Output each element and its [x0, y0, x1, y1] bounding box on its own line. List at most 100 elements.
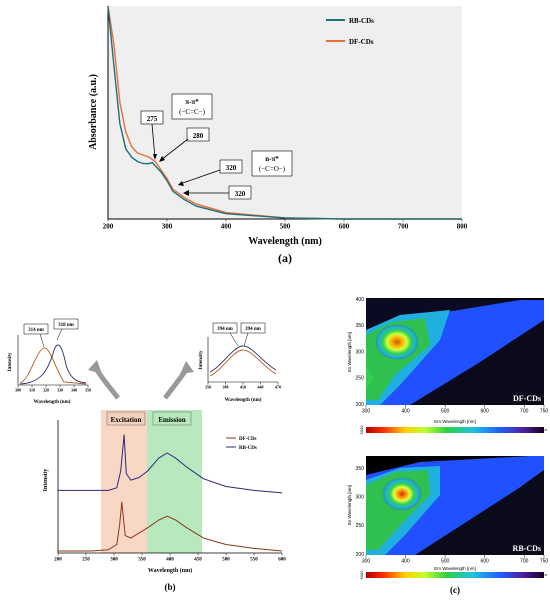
- map-rb-x-tick-label-3: 600: [480, 559, 489, 565]
- annot-arrow-320a: [178, 181, 184, 186]
- map-df-colorbar-min: 0: [543, 428, 548, 431]
- map-df-colorbar: [366, 427, 544, 433]
- inset-right-x-ticks: 350 380 410 440 470: [205, 382, 281, 390]
- map-df-y-tick-label-1: 350: [356, 323, 365, 329]
- panel-b-x-tick-label-3: 350: [138, 558, 146, 563]
- annot-pi-line2: (−C=C−): [179, 108, 206, 116]
- panel-a-series: [107, 5, 462, 220]
- panel-b-x-tick-label-5: 450: [194, 558, 202, 563]
- annot-leader-280: [160, 138, 189, 161]
- panel-a-x-tick-label-6: 800: [457, 223, 468, 231]
- map-df-x-ticks: 300 400 500 600 700 750: [362, 405, 549, 415]
- inset-right: 350 380 410 440 470 394 nm 394 nm Wavelength…: [199, 322, 281, 403]
- map-df-x-tick-label-0: 300: [362, 409, 371, 415]
- panel-b-xlabel: Wavelength (nm): [148, 567, 192, 574]
- inset-left-leader-314: [39, 333, 45, 348]
- map-rb-x-tick-label-0: 300: [362, 559, 371, 565]
- inset-right-ylabel: Intensity: [199, 350, 204, 369]
- panel-a-annotations: 275 280 320 320 π-π* (−C=C−) n-π* (−C=O−…: [140, 93, 293, 200]
- contour-map-rb: RB-CDs 300 400 500 600 700 750 350 300 250 200 E…: [347, 456, 548, 579]
- map-df-y-tick-label-3: 250: [356, 376, 365, 382]
- map-df-x-tick-label-2: 500: [441, 409, 450, 415]
- contour-map-df: DF-CDs 300 400 500 600 700 750 400 350 300 250 20…: [347, 297, 548, 435]
- map-df-x-tick-label-5: 750: [540, 409, 549, 415]
- map-df-x-tick-label-3: 600: [480, 409, 489, 415]
- panel-a-x-tick-label-3: 500: [280, 223, 291, 231]
- map-rb-colorbar-max: 6000: [359, 570, 364, 580]
- arrowhead-left-inset: [88, 360, 102, 374]
- annot-arrow-280: [159, 156, 165, 162]
- panel-c: DF-CDs 300 400 500 600 700 750 400 350 300 250 20…: [347, 297, 548, 595]
- band-excitation: [101, 410, 147, 553]
- inset-left-leader-318: [56, 328, 63, 341]
- annot-arrow-320b: [183, 190, 189, 196]
- panel-b-caption: (b): [165, 582, 176, 592]
- inset-left-box-318: [53, 318, 79, 330]
- annot-box-320a: [219, 159, 243, 174]
- panel-a: 200 300 400 500 600 700 800 Wavelength (nm) Ab…: [88, 5, 468, 265]
- map-rb-label: RB-CDs: [513, 544, 541, 553]
- inset-right-x-tick-label-4: 470: [275, 385, 281, 390]
- inset-right-leader-b: [243, 332, 249, 347]
- panel-b-ylabel: Intensity: [43, 469, 49, 492]
- map-df-y-tick-label-4: 200: [356, 402, 365, 408]
- panel-b-x-ticks: 200 250 300 350 400 450 500 550 600: [54, 553, 286, 563]
- panel-b-x-tick-label-2: 300: [110, 558, 118, 563]
- panel-a-x-tick-label-1: 300: [162, 223, 173, 231]
- panel-a-caption: (a): [278, 251, 292, 265]
- legend-label-rb-b: RB-CDs: [239, 446, 257, 451]
- map-rb-ylabel: Ex Wavelength [nm]: [347, 485, 352, 525]
- map-df-ylabel: Ex Wavelength [nm]: [347, 332, 352, 372]
- panel-a-xlabel: Wavelength (nm): [248, 236, 322, 247]
- annot-text-320a: 320: [226, 164, 237, 172]
- map-df-label: DF-CDs: [513, 394, 541, 403]
- annot-leader-275: [151, 123, 156, 159]
- legend-label-df-b: DF-CDs: [239, 437, 257, 442]
- inset-right-box-a: [212, 322, 238, 334]
- map-rb-hotspot: [382, 477, 422, 511]
- inset-right-leader-a: [229, 332, 239, 347]
- inset-left-label-314: 314 nm: [28, 328, 45, 333]
- series-df-cds: [107, 5, 462, 220]
- map-rb-x-tick-label-2: 500: [441, 559, 450, 565]
- band-label-box-excitation: [106, 411, 146, 426]
- inset-right-box-b: [240, 322, 266, 334]
- series-b-rb-cds: [58, 434, 283, 494]
- map-rb-x-tick-label-4: 700: [520, 559, 529, 565]
- panel-c-caption: (c): [450, 585, 460, 595]
- panel-b-x-tick-label-4: 400: [166, 558, 174, 563]
- annot-text-275: 275: [147, 115, 158, 123]
- annot-box-n: [251, 150, 293, 177]
- map-rb-x-ticks: 300 400 500 600 700 750: [362, 555, 548, 565]
- map-df-y-tick-label-2: 300: [356, 349, 365, 355]
- inset-left-x-tick-label-1: 310: [29, 388, 35, 393]
- inset-left-x-tick-label-2: 320: [43, 388, 49, 393]
- inset-left-xlabel: Wavelength (nm): [34, 400, 71, 405]
- panel-a-ylabel: Absorbance (a.u.): [88, 74, 99, 150]
- inset-left-x-ticks: 300 310 320 330 340 350: [15, 385, 91, 393]
- inset-right-x-tick-label-2: 410: [240, 385, 246, 390]
- series-rb-cds: [107, 5, 462, 220]
- inset-right-rb-curve: [209, 345, 277, 373]
- inset-left-ylabel: Intensity: [8, 352, 13, 371]
- inset-left-df-curve: [19, 347, 87, 385]
- inset-right-x-tick-label-1: 380: [223, 385, 229, 390]
- map-df-colorbar-max: 5000: [359, 425, 364, 435]
- panel-b-x-tick-label-8: 600: [278, 558, 286, 563]
- map-rb-colorbar: [366, 572, 544, 578]
- annot-text-280: 280: [193, 132, 204, 140]
- inset-left-x-tick-label-0: 300: [15, 388, 21, 393]
- panel-b-x-tick-label-6: 500: [222, 558, 230, 563]
- legend-label-df: DF-CDs: [349, 38, 374, 46]
- annot-pi-line1: π-π*: [185, 98, 199, 106]
- map-rb-y-tick-label-2: 250: [356, 523, 365, 529]
- inset-left: 300 310 320 330 340 350 314 nm 318 nm Wavelen…: [8, 318, 91, 405]
- band-label-emission: Emission: [158, 416, 185, 424]
- annot-text-320b: 320: [235, 190, 246, 198]
- panel-b-x-tick-label-0: 200: [54, 558, 62, 563]
- annot-n-line2: (−C=O−): [259, 165, 286, 173]
- panel-a-legend: RB-CDs DF-CDs: [326, 17, 374, 46]
- annot-box-280: [186, 127, 210, 142]
- map-df-dark-tri: [410, 323, 544, 405]
